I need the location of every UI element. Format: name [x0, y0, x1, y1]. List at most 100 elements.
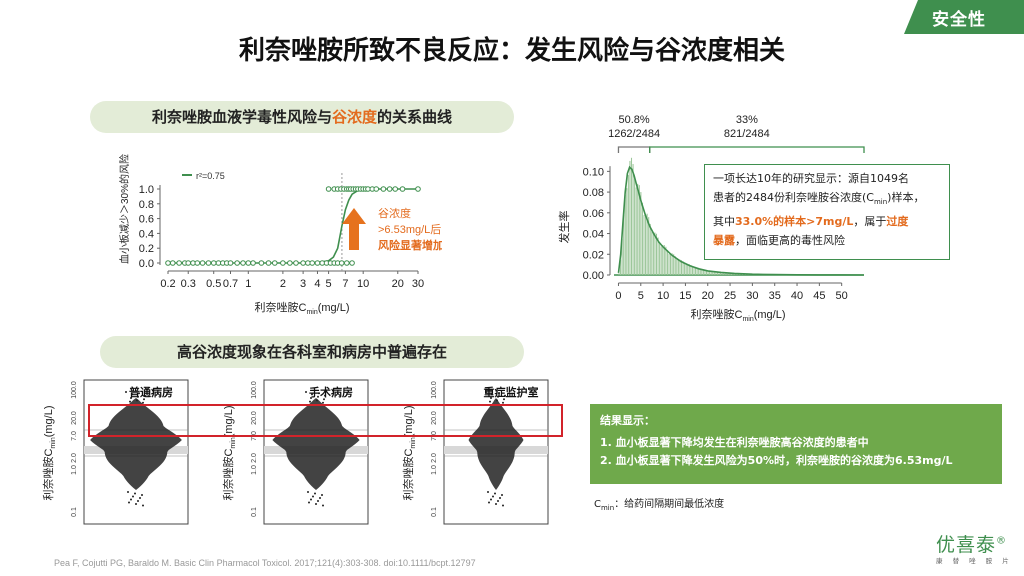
- chart2-bar: [654, 232, 656, 275]
- chart2-x-tick-label: 40: [791, 290, 803, 302]
- ward-outlier-dot: [489, 400, 491, 403]
- ward-y-tick-label: 0.1: [71, 507, 78, 517]
- chart2-bar: [670, 253, 672, 275]
- ward-y-tick-label: 20.0: [71, 411, 78, 425]
- section-heading-risk-curve: 利奈唑胺血液学毒性风险与谷浓度的关系曲线: [90, 101, 514, 133]
- ward-outlier-dot: [318, 392, 320, 395]
- chart2-bar: [709, 271, 711, 275]
- ward-panel-icu: 利奈唑胺Cmin(mg/L)100.020.07.02.01.00.1: [401, 379, 549, 525]
- results-item-1: 1. 血小板显著下降均发生在利奈唑胺高谷浓度的患者中: [600, 436, 869, 449]
- chart1-point: [287, 260, 293, 266]
- section1-post: 的关系曲线: [377, 108, 453, 126]
- chart1-point: [343, 260, 350, 266]
- ward-outlier-dot: [139, 497, 141, 499]
- ward-beeswarm: [272, 398, 360, 490]
- chart1-y-tick-label: 0.8: [139, 199, 154, 211]
- chart2-bar: [726, 272, 728, 275]
- chart2-bar: [665, 246, 667, 275]
- annotation-line2: >6.53mg/L后，: [378, 223, 442, 236]
- ward-outlier-dot: [317, 395, 319, 398]
- chart2-bar: [723, 272, 725, 275]
- chart1-point: [205, 260, 212, 266]
- ward-outlier-dot: [309, 400, 311, 403]
- cmin-text: ：给药间隔期间最低浓度: [614, 499, 725, 510]
- chart2-bar: [693, 267, 695, 275]
- chart2-bar: [651, 231, 653, 275]
- ward-outlier-dot: [128, 501, 130, 504]
- chart2-bar: [643, 215, 645, 275]
- chart1-point: [280, 260, 286, 266]
- ward-outlier-dot: [310, 397, 312, 399]
- chart2-bar: [663, 245, 665, 275]
- chart2-bar: [716, 271, 718, 275]
- info-line2-main: 患者的2484份利奈唑胺谷浓度(C: [713, 191, 874, 204]
- cmin-label: C: [594, 499, 601, 510]
- chart2-bar: [618, 273, 620, 275]
- ward-title-icu: 重症监护室: [483, 386, 539, 399]
- chart1-x-axis: 0.2 0.3 0.5 0.7 1 2 3 4 5 7 10 20 30: [160, 270, 424, 290]
- chart2-bar: [724, 272, 726, 275]
- chart1-point: [349, 260, 355, 266]
- chart1-arrow: [342, 208, 366, 250]
- ward-outlier-dot: [490, 498, 492, 501]
- chart1-ylabel: 血小板减少＞30%的风险: [118, 154, 131, 264]
- ward-outlier-dot: [307, 491, 309, 493]
- chart2-bar: [666, 249, 668, 275]
- ward-outlier-dot: [136, 399, 138, 402]
- chart1-x-tick-label: 20: [392, 278, 404, 290]
- chart1-y-tick-label: 0.2: [139, 243, 154, 255]
- risk-curve-chart: 血小板减少＞30%的风险 0.00.20.40.60.81.0 0.2 0.3 0.…: [118, 154, 442, 316]
- ward-y-tick-label: 0.1: [431, 507, 438, 517]
- chart2-xlabel-main: 利奈唑胺C: [690, 307, 742, 321]
- ward-outlier-dot: [503, 398, 505, 401]
- ward-outlier-dot: [485, 391, 487, 393]
- chart1-y-tick-label: 0.4: [139, 228, 154, 240]
- logo-name-text: 优喜泰: [936, 534, 997, 556]
- up-arrow-icon: [342, 208, 366, 250]
- ward-y-tick-label: 0.1: [251, 507, 258, 517]
- chart2-bar: [684, 263, 686, 275]
- chart2-density-curve: [617, 165, 865, 276]
- ward-outlier-dot: [137, 500, 139, 502]
- chart1-point: [210, 260, 217, 266]
- ward-ylabel-main: 利奈唑胺C: [401, 449, 415, 501]
- ward-outlier-dot: [311, 393, 313, 396]
- ward-outlier-dot: [310, 498, 312, 501]
- chart2-bar: [695, 267, 697, 275]
- chart2-bar: [687, 264, 689, 275]
- chart2-bar: [635, 187, 637, 275]
- study-info-box: 一项长达10年的研究显示：源自1049名 患者的2484份利奈唑胺谷浓度(Cmi…: [704, 164, 950, 260]
- ward-y-tick-label: 2.0: [251, 453, 258, 463]
- chart1-point: [234, 260, 240, 266]
- ward-panel-ylabel: 利奈唑胺Cmin(mg/L): [401, 405, 417, 500]
- ward-y-tick-label: 20.0: [251, 411, 258, 425]
- ward-title-general: 普通病房: [129, 386, 173, 399]
- ward-outlier-dot: [127, 491, 129, 493]
- ward-outlier-dot: [494, 492, 496, 495]
- ward-panel-surgical: 利奈唑胺Cmin(mg/L)100.020.07.02.01.00.1: [221, 379, 369, 525]
- chart2-bar: [720, 272, 722, 275]
- chart2-bar: [621, 239, 623, 275]
- chart1-point: [258, 260, 265, 266]
- info-line2-post: )样本，: [887, 191, 925, 204]
- ward-ylabel-unit: (mg/L): [43, 405, 55, 437]
- chart2-bar: [627, 174, 629, 275]
- chart2-bar: [685, 264, 687, 275]
- chart1-point: [415, 186, 421, 192]
- chart1-x-tick-label: 0.2: [160, 278, 175, 290]
- ward-title-surgical: 手术病房: [309, 386, 353, 399]
- ward-outlier-dot: [135, 503, 137, 505]
- ward-ylabel-sub: min: [410, 437, 417, 448]
- chart2-x-tick-label: 15: [679, 290, 691, 302]
- cmin-sub: min: [600, 504, 615, 512]
- ward-outlier-dot: [490, 397, 492, 399]
- chart1-point: [399, 186, 406, 192]
- chart2-bar: [623, 214, 625, 275]
- group-high-percent: 33%: [736, 114, 758, 126]
- chart2-bar: [638, 185, 640, 275]
- ward-outlier-dot: [142, 401, 144, 404]
- chart1-y-tick-label: 0.6: [139, 214, 154, 226]
- section-heading-wards: 高谷浓度现象在各科室和病房中普遍存在: [100, 336, 524, 368]
- chart2-x-tick-label: 35: [769, 290, 781, 302]
- chart1-x-tick-label: 4: [314, 278, 320, 290]
